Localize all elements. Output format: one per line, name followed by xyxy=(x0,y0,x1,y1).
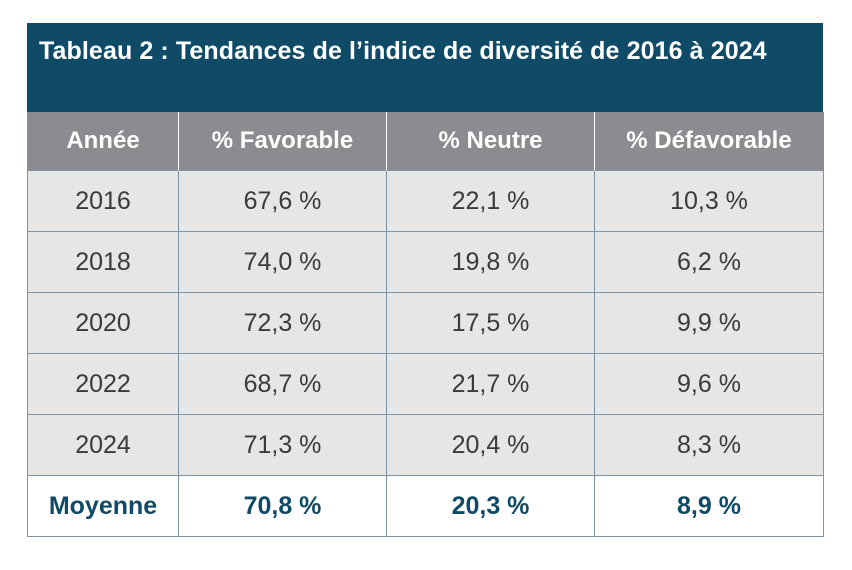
average-unfavorable: 8,9 % xyxy=(594,475,824,537)
table-row: 2024 71,3 % 20,4 % 8,3 % xyxy=(27,414,824,476)
cell-unfavorable: 8,3 % xyxy=(594,414,824,476)
cell-year: 2018 xyxy=(27,231,179,293)
header-row: Année % Favorable % Neutre % Défavorable xyxy=(27,112,824,171)
cell-year: 2022 xyxy=(27,353,179,415)
cell-year: 2016 xyxy=(27,170,179,232)
average-row: Moyenne 70,8 % 20,3 % 8,9 % xyxy=(27,475,824,537)
header-year: Année xyxy=(27,112,179,171)
table-row: 2020 72,3 % 17,5 % 9,9 % xyxy=(27,292,824,354)
cell-unfavorable: 9,9 % xyxy=(594,292,824,354)
cell-unfavorable: 6,2 % xyxy=(594,231,824,293)
cell-favorable: 74,0 % xyxy=(178,231,387,293)
cell-neutral: 22,1 % xyxy=(386,170,595,232)
table-row: 2022 68,7 % 21,7 % 9,6 % xyxy=(27,353,824,415)
average-label: Moyenne xyxy=(27,475,179,537)
header-favorable: % Favorable xyxy=(178,112,387,171)
header-unfavorable: % Défavorable xyxy=(594,112,824,171)
cell-favorable: 67,6 % xyxy=(178,170,387,232)
diversity-index-table: Tableau 2 : Tendances de l’indice de div… xyxy=(27,23,824,537)
cell-neutral: 17,5 % xyxy=(386,292,595,354)
table-title: Tableau 2 : Tendances de l’indice de div… xyxy=(27,23,823,112)
cell-favorable: 71,3 % xyxy=(178,414,387,476)
average-favorable: 70,8 % xyxy=(178,475,387,537)
cell-unfavorable: 9,6 % xyxy=(594,353,824,415)
header-neutral: % Neutre xyxy=(386,112,595,171)
cell-neutral: 21,7 % xyxy=(386,353,595,415)
table-row: 2018 74,0 % 19,8 % 6,2 % xyxy=(27,231,824,293)
cell-neutral: 19,8 % xyxy=(386,231,595,293)
cell-favorable: 72,3 % xyxy=(178,292,387,354)
table-row: 2016 67,6 % 22,1 % 10,3 % xyxy=(27,170,824,232)
cell-favorable: 68,7 % xyxy=(178,353,387,415)
average-neutral: 20,3 % xyxy=(386,475,595,537)
cell-unfavorable: 10,3 % xyxy=(594,170,824,232)
cell-year: 2024 xyxy=(27,414,179,476)
cell-neutral: 20,4 % xyxy=(386,414,595,476)
data-table: Année % Favorable % Neutre % Défavorable… xyxy=(27,112,824,537)
cell-year: 2020 xyxy=(27,292,179,354)
